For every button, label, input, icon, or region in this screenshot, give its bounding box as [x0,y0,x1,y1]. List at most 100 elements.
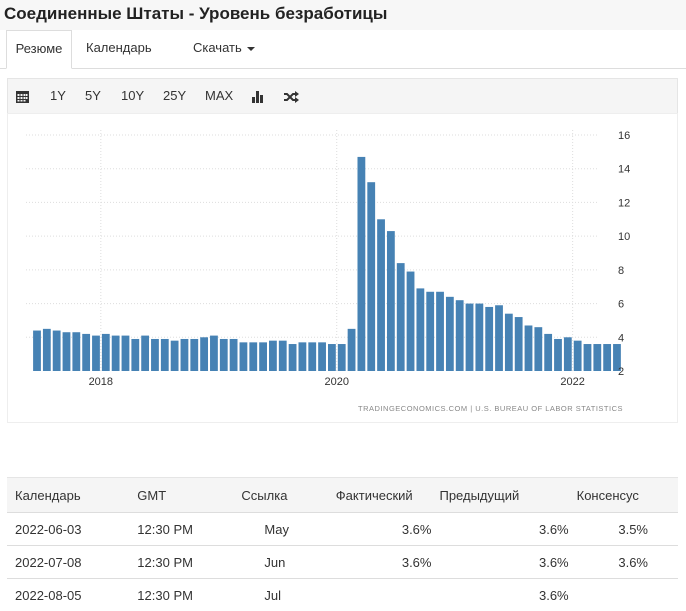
bar [92,336,100,371]
bar [161,339,169,371]
calendar-icon[interactable] [16,79,29,113]
bar [131,339,139,371]
tab-summary[interactable]: Резюме [6,30,72,69]
bar [249,342,257,371]
bar [574,341,582,371]
bar [367,182,375,371]
bar [416,288,424,371]
bar [122,336,130,371]
range-1y-button[interactable]: 1Y [50,79,66,113]
tab-bar: Резюме Календарь Скачать [0,30,686,69]
bar [446,297,454,371]
x-tick-label: 2020 [324,376,348,388]
bar [515,317,523,371]
bar [181,339,189,371]
caret-down-icon [247,47,255,51]
date-cell: 2022-08-05 [7,579,129,611]
bar [544,334,552,371]
x-tick-label: 2022 [560,376,584,388]
time-cell: 12:30 PM [129,546,233,579]
bar [171,341,179,371]
bar [475,304,483,371]
bar [82,334,90,371]
reference-cell: May [233,513,327,546]
chart-source: TRADINGECONOMICS.COM | U.S. BUREAU OF LA… [358,404,623,413]
date-cell: 2022-07-08 [7,546,129,579]
bar [603,344,611,371]
range-max-button[interactable]: MAX [205,79,233,113]
column-header: Предыдущий [431,478,568,513]
bar [495,305,503,371]
column-header: Календарь [7,478,129,513]
bar [456,300,464,371]
bar [43,329,51,371]
bar [436,292,444,371]
time-cell: 12:30 PM [129,579,233,611]
bar [407,272,415,371]
chart-toolbar: 1Y 5Y 10Y 25Y MAX [7,78,678,114]
bar [466,304,474,371]
y-tick-label: 14 [618,164,630,176]
bar [348,329,356,371]
bar [63,332,71,371]
y-tick-label: 8 [618,265,624,277]
bar [190,339,198,371]
bar [72,332,80,371]
previous-cell: 3.6% [431,546,568,579]
bar [357,157,365,371]
download-label: Скачать [193,40,242,55]
bar [102,334,110,371]
range-10y-button[interactable]: 10Y [121,79,144,113]
column-header: Ссылка [233,478,327,513]
y-tick-label: 10 [618,231,630,243]
actual-cell: 3.6% [328,513,432,546]
bar [259,342,267,371]
bar [269,341,277,371]
bar [377,219,385,371]
tab-calendar[interactable]: Календарь [86,30,152,69]
bar [534,327,542,371]
actual-cell: 3.6% [328,546,432,579]
column-header: Фактический [328,478,432,513]
y-tick-label: 12 [618,197,630,209]
consensus-cell [569,579,678,611]
bar [485,307,493,371]
range-5y-button[interactable]: 5Y [85,79,101,113]
actual-cell [328,579,432,611]
bar [112,336,120,371]
y-tick-label: 6 [618,299,624,311]
bar [338,344,346,371]
consensus-cell: 3.5% [569,513,678,546]
tab-download[interactable]: Скачать [193,30,255,69]
bar [53,331,61,371]
bar [33,331,41,371]
shuffle-icon[interactable] [284,79,299,113]
bar [525,325,533,371]
y-tick-label: 2 [618,366,624,378]
bar-chart-icon[interactable] [252,79,265,113]
previous-cell: 3.6% [431,513,568,546]
bar [564,337,572,371]
range-25y-button[interactable]: 25Y [163,79,186,113]
reference-cell: Jun [233,546,327,579]
bar [554,339,562,371]
page-title: Соединенные Штаты - Уровень безработицы [0,0,686,30]
bar [279,341,287,371]
reference-cell: Jul [233,579,327,611]
y-tick-label: 4 [618,332,624,344]
bar [230,339,238,371]
bar [584,344,592,371]
bar [593,344,601,371]
bar [328,344,336,371]
column-header: GMT [129,478,233,513]
x-tick-label: 2018 [89,376,113,388]
bar [240,342,248,371]
bar [210,336,218,371]
date-cell: 2022-06-03 [7,513,129,546]
